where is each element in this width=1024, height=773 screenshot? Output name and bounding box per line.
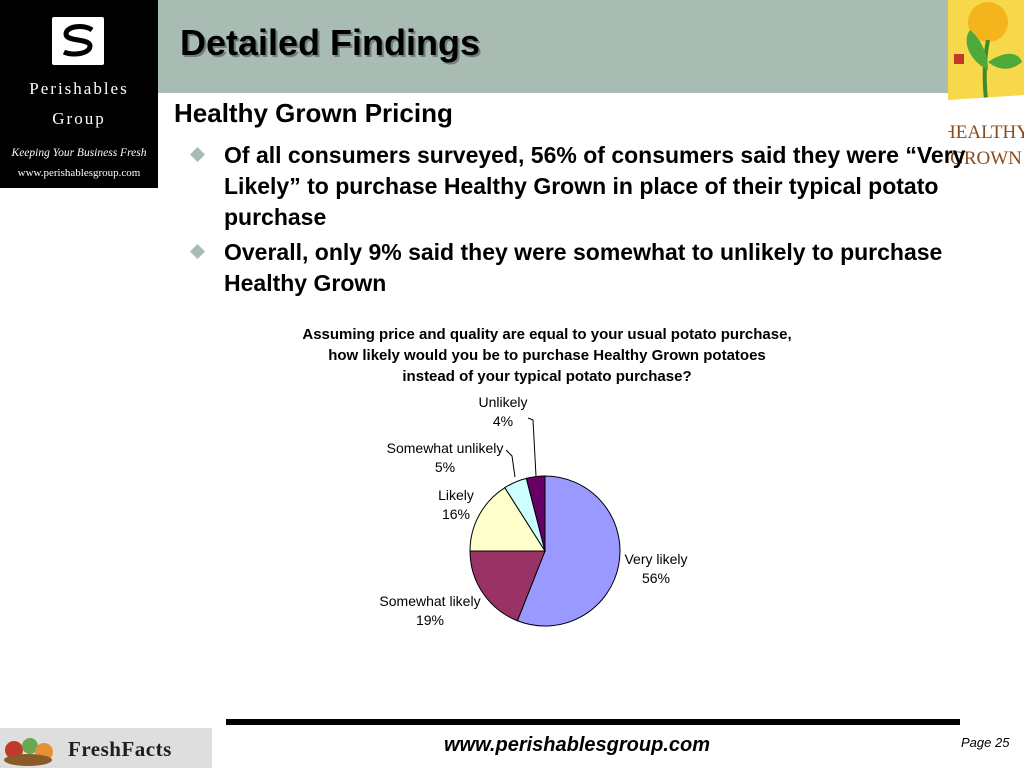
bullet-list: Of all consumers surveyed, 56% of consum…	[188, 140, 988, 303]
logo-url: www.perishablesgroup.com	[17, 167, 141, 179]
slice-value-label: 16%	[442, 506, 470, 522]
slice-label: Likely	[438, 487, 474, 503]
bullet-item: Of all consumers surveyed, 56% of consum…	[188, 140, 988, 233]
bullet-item: Overall, only 9% said they were somewhat…	[188, 237, 988, 299]
swirl-logo-icon	[52, 17, 104, 65]
logo-name-line1: Perishables	[29, 79, 129, 98]
pie-chart: Very likely 56% Somewhat likely 19% Likely 16…	[379, 394, 687, 628]
pie-slice-very-likely	[516, 475, 621, 627]
bullet-text: Overall, only 9% said they were somewhat…	[224, 239, 943, 296]
slice-label: Somewhat likely	[379, 593, 480, 609]
leader-line	[505, 449, 516, 478]
bullet-text: Of all consumers surveyed, 56% of consum…	[224, 142, 966, 230]
slice-value-label: 56%	[642, 570, 670, 586]
page-number: Page 25	[961, 735, 1010, 750]
section-heading: Healthy Grown Pricing	[174, 98, 453, 128]
slice-value-label: 5%	[435, 459, 455, 475]
diamond-bullet-icon	[190, 147, 205, 162]
healthy-grown-logo: HEALTHY GROWN	[942, 0, 1024, 172]
page-title: Detailed Findings	[180, 22, 481, 63]
logo-name-line2: Group	[52, 109, 106, 128]
freshfacts-wordmark: FreshFacts	[68, 737, 172, 761]
footer-url: www.perishablesgroup.com	[444, 734, 710, 756]
pie-slice-unlikely	[525, 475, 546, 552]
slice-value-label: 19%	[416, 612, 444, 628]
leader-line	[527, 417, 537, 477]
pie-slice-likely	[469, 486, 546, 552]
perishables-group-logo: Perishables Group Keeping Your Business …	[0, 0, 158, 188]
footer-rule	[226, 719, 960, 725]
slice-label: Unlikely	[478, 394, 527, 410]
logo-tagline: Keeping Your Business Fresh	[11, 147, 147, 159]
slice-value-label: 4%	[493, 413, 513, 429]
svg-text:HEALTHY: HEALTHY	[948, 122, 1024, 143]
freshfacts-logo: FreshFacts	[0, 728, 212, 768]
pie-slice-somewhat-likely	[469, 550, 546, 622]
title-band	[158, 0, 948, 93]
svg-text:GROWN: GROWN	[950, 148, 1022, 169]
slice-label: Somewhat unlikely	[387, 440, 504, 456]
diamond-bullet-icon	[190, 244, 205, 259]
slice-label: Very likely	[624, 551, 687, 567]
produce-basket-icon	[4, 738, 53, 766]
chart-title: Assuming price and quality are equal to …	[302, 326, 792, 385]
